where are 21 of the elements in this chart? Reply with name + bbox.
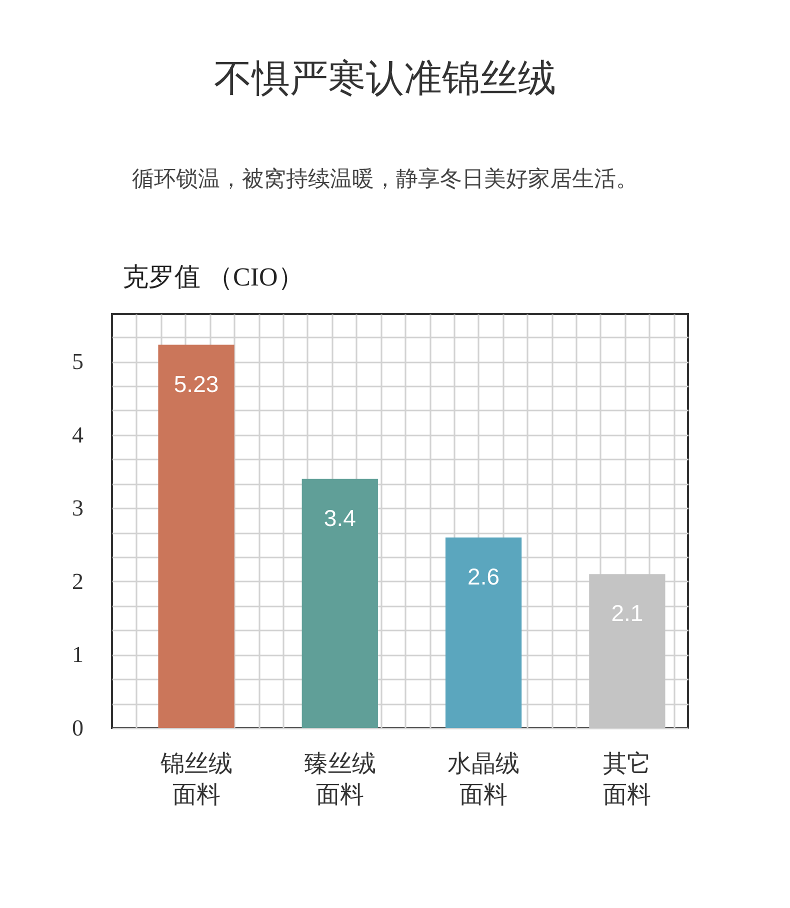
y-tick-label: 4: [72, 422, 84, 448]
bar: [589, 574, 666, 728]
x-tick-label: 其它面料: [603, 750, 652, 808]
y-tick-label: 2: [72, 568, 84, 594]
bar: [158, 344, 234, 728]
chart-subtitle: 循环锁温，被窝持续温暖，静享冬日美好家居生活。: [132, 166, 638, 191]
x-tick-label: 水晶绒面料: [448, 750, 520, 808]
y-axis-title: 克罗值 （CIO）: [122, 262, 304, 292]
data-label: 3.4: [324, 504, 356, 531]
x-tick-label: 臻丝绒面料: [304, 750, 376, 808]
chart-title: 不惧严寒认准锦丝绒: [214, 58, 556, 100]
y-tick-label: 1: [72, 642, 84, 668]
bar: [445, 537, 522, 728]
data-label: 2.6: [468, 563, 500, 590]
x-tick-label: 锦丝绒面料: [159, 750, 232, 808]
y-tick-label: 3: [72, 496, 84, 521]
data-label: 5.23: [174, 370, 219, 397]
bar: [302, 478, 378, 728]
data-label: 2.1: [611, 600, 644, 626]
y-tick-label: 0: [72, 716, 84, 740]
y-tick-label: 5: [72, 349, 84, 374]
